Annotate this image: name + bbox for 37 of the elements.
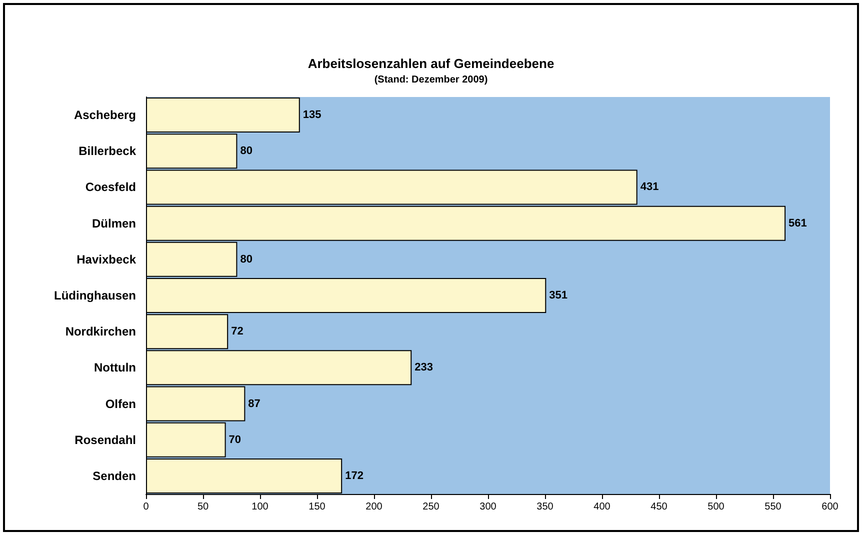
data-label: 233 (414, 362, 433, 374)
y-tick-label: Rosendahl (74, 432, 136, 447)
chart-subtitle: (Stand: Dezember 2009) (374, 74, 488, 86)
data-label: 87 (248, 398, 260, 410)
x-tick-label: 450 (650, 502, 668, 512)
y-tick-label: Nordkirchen (65, 324, 136, 339)
x-tick-label: 400 (594, 502, 611, 512)
data-label: 80 (240, 253, 252, 266)
y-tick-label: Nottuln (94, 360, 136, 375)
data-label: 172 (345, 470, 364, 482)
y-tick-label: Olfen (105, 396, 136, 411)
data-label: 80 (240, 145, 252, 158)
x-tick-label: 350 (536, 502, 554, 512)
x-tick-label: 500 (708, 502, 725, 512)
y-tick-label: Havixbeck (76, 252, 136, 266)
data-label: 70 (228, 434, 242, 446)
data-label: 135 (302, 109, 322, 122)
y-tick-label: Ascheberg (74, 108, 136, 122)
y-tick-label: Dülmen (92, 216, 136, 230)
x-tick-label: 550 (764, 502, 782, 512)
y-tick-label: Lüdinghausen (54, 288, 136, 302)
x-tick-label: 600 (822, 502, 839, 512)
y-tick-label: Senden (92, 468, 136, 483)
x-tick-label: 200 (366, 502, 383, 512)
y-tick-label: Billerbeck (78, 144, 136, 158)
y-tick-label: Coesfeld (85, 180, 136, 194)
x-tick-label: 150 (308, 502, 326, 512)
x-tick-label: 300 (480, 502, 497, 512)
data-label: 561 (788, 217, 807, 230)
data-label: 431 (640, 181, 659, 194)
data-label: 72 (231, 326, 244, 338)
data-label: 351 (549, 290, 568, 302)
x-tick-label: 250 (422, 502, 440, 512)
chart-title: Arbeitslosenzahlen auf Gemeindeebene (308, 56, 554, 71)
x-tick-label: 0 (143, 502, 150, 512)
x-tick-label: 50 (197, 502, 209, 512)
x-tick-label: 100 (252, 502, 269, 512)
